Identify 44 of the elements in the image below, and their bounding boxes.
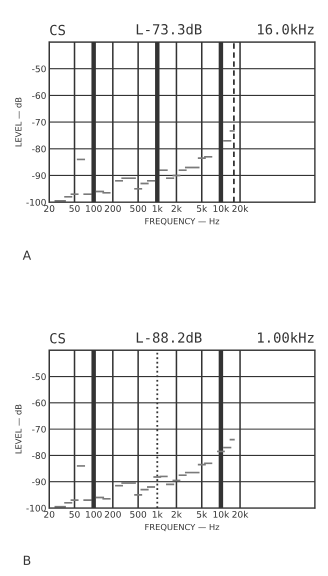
x-tick-label: 20 bbox=[44, 510, 54, 518]
y-tick-label: -100 bbox=[26, 198, 46, 206]
x-tick-label: 100 bbox=[86, 510, 102, 518]
text: 1.00kHz bbox=[258, 332, 314, 343]
x-tick-label: 1k bbox=[152, 204, 163, 212]
y-tick-label: -70 bbox=[32, 426, 46, 433]
x-tick-label: 100 bbox=[86, 205, 102, 212]
x-tick-label: 500 bbox=[130, 205, 146, 212]
x-axis-title: FREQUENCY — Hz bbox=[145, 218, 220, 226]
x-tick-label: 500 bbox=[130, 510, 146, 518]
y-tick-label: -80 bbox=[32, 146, 46, 152]
y-tick-label: -70 bbox=[32, 118, 46, 126]
x-tick-label: 50 bbox=[69, 510, 80, 518]
y-tick-label: -90 bbox=[32, 478, 46, 486]
chart-title: CS bbox=[50, 24, 66, 36]
x-tick-label: 50 bbox=[69, 205, 80, 212]
chart-title: CS bbox=[50, 332, 66, 344]
text: L-73.3dB bbox=[136, 24, 202, 35]
y-axis-title: LEVEL — dB bbox=[15, 98, 22, 146]
y-tick-label: -50 bbox=[32, 65, 46, 72]
y-tick-label: -100 bbox=[26, 504, 46, 512]
y-tick-label: -90 bbox=[32, 172, 46, 180]
y-tick-label: -80 bbox=[32, 452, 46, 459]
x-tick-label: 5k bbox=[196, 204, 208, 212]
x-tick-label: 20k bbox=[232, 204, 248, 212]
y-tick-label: -60 bbox=[32, 400, 46, 406]
text: 16.0kHz bbox=[258, 24, 314, 35]
x-axis-title: FREQUENCY — Hz bbox=[145, 524, 220, 532]
x-tick-label: 10k bbox=[214, 204, 230, 212]
x-tick-label: 20k bbox=[232, 510, 248, 518]
y-tick-label: -50 bbox=[32, 373, 46, 380]
y-tick-label: -60 bbox=[32, 92, 46, 99]
x-tick-label: 1k bbox=[152, 510, 163, 518]
y-axis-title: LEVEL — dB bbox=[15, 404, 22, 454]
x-tick-label: 2k bbox=[172, 510, 182, 518]
text: B bbox=[24, 556, 30, 565]
x-tick-label: 2k bbox=[172, 204, 182, 212]
text: A bbox=[22, 250, 32, 260]
x-tick-label: 200 bbox=[104, 510, 121, 518]
x-tick-label: 20 bbox=[44, 205, 54, 212]
x-tick-label: 200 bbox=[104, 205, 121, 212]
x-tick-label: 10k bbox=[214, 510, 230, 518]
x-tick-label: 5k bbox=[196, 510, 208, 518]
text: L-88.2dB bbox=[136, 332, 202, 343]
